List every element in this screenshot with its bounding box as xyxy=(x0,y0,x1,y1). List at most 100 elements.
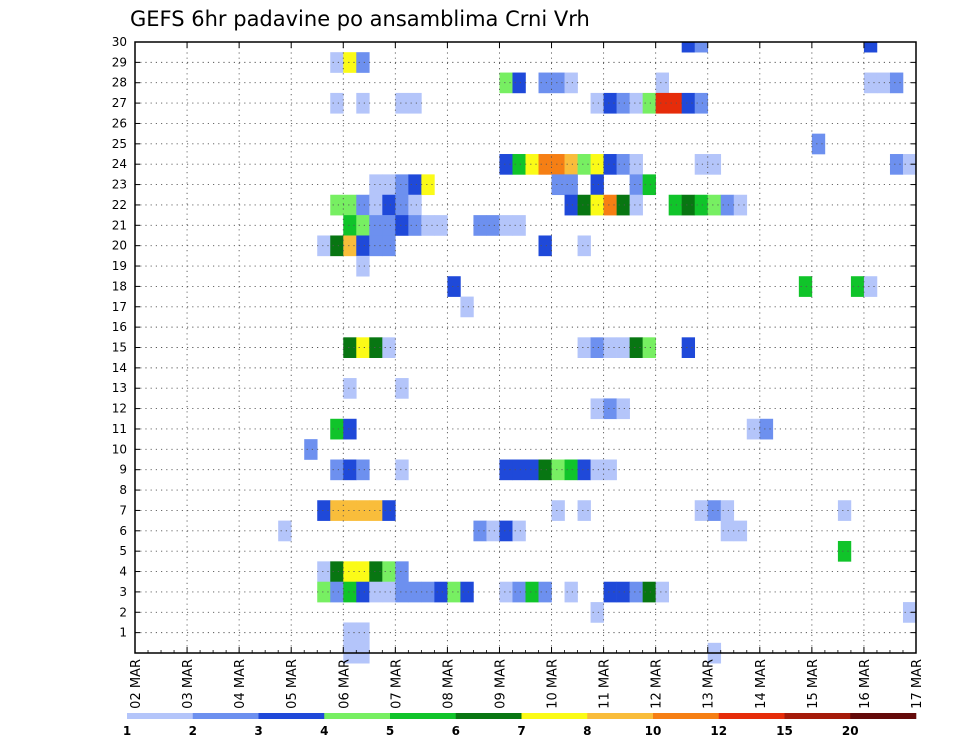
x-tick-label: 14 MAR xyxy=(754,659,769,709)
heatmap-cell xyxy=(356,255,370,277)
x-axis-ticks: 02 MAR 03 MAR 04 MAR 05 MAR 06 MAR 07 MAR 08 M… xyxy=(129,42,925,709)
heatmap-cell xyxy=(330,581,344,603)
heatmap-cell xyxy=(746,418,761,440)
colorbar: 1 2 3 4 5 6 7 8 10 12 15 20 xyxy=(123,713,917,738)
heatmap-cell xyxy=(499,154,513,175)
x-tick-label: 17 MAR xyxy=(910,659,925,709)
heatmap-cell xyxy=(707,154,722,175)
y-tick-label: 12 xyxy=(112,402,127,416)
heatmap-cell xyxy=(499,520,513,542)
heatmap-cell xyxy=(564,194,578,216)
heatmap-cell xyxy=(395,561,409,583)
y-tick-label: 17 xyxy=(112,300,127,314)
heatmap-cell xyxy=(603,459,617,481)
heatmap-cell xyxy=(512,215,526,236)
y-tick-label: 9 xyxy=(119,463,127,477)
heatmap-cell xyxy=(343,235,357,257)
heatmap-cell xyxy=(564,459,578,481)
colorbar-label: 3 xyxy=(254,724,262,738)
heatmap-cell xyxy=(681,42,696,53)
x-tick-label: 16 MAR xyxy=(858,659,873,709)
x-tick-label: 03 MAR xyxy=(181,659,196,709)
heatmap-cell xyxy=(304,439,318,460)
heatmap-cell xyxy=(343,52,357,73)
heatmap-cell xyxy=(343,337,357,358)
colorbar-swatch xyxy=(127,713,194,719)
heatmap-cell xyxy=(421,581,435,603)
y-tick-label: 20 xyxy=(112,239,127,253)
heatmap-cell xyxy=(681,92,696,114)
x-tick-label: 11 MAR xyxy=(598,659,613,709)
heatmap-cell xyxy=(395,215,409,236)
heatmap-cell xyxy=(720,500,735,521)
heatmap-cell xyxy=(642,337,656,358)
heatmap-cell xyxy=(655,581,669,603)
heatmap-cell xyxy=(421,215,435,236)
heatmap-cell xyxy=(473,520,487,542)
heatmap-cell xyxy=(629,174,643,196)
y-tick-label: 27 xyxy=(112,96,127,110)
y-tick-label: 15 xyxy=(112,341,127,355)
heatmap-cell xyxy=(577,194,591,216)
heatmap-cell xyxy=(408,215,422,236)
heatmap-cell xyxy=(902,602,917,623)
heatmap-cell xyxy=(733,520,748,542)
heatmap-cell xyxy=(434,581,448,603)
heatmap-cell xyxy=(694,42,709,53)
heatmap-cell xyxy=(369,500,383,521)
y-tick-label: 24 xyxy=(112,157,127,171)
y-tick-label: 11 xyxy=(112,422,127,436)
heatmap-cell xyxy=(642,174,656,196)
heatmap-cell xyxy=(798,276,813,297)
heatmap-cell xyxy=(330,561,344,583)
x-tick-label: 13 MAR xyxy=(702,659,717,709)
y-tick-label: 13 xyxy=(112,381,127,395)
heatmap-cell xyxy=(538,72,552,94)
y-tick-label: 30 xyxy=(112,35,127,49)
heatmap-cell xyxy=(421,174,435,196)
y-tick-label: 3 xyxy=(119,585,127,599)
y-tick-label: 8 xyxy=(119,483,127,497)
y-tick-label: 18 xyxy=(112,279,127,293)
heatmap-cell xyxy=(395,581,409,603)
heatmap-cell xyxy=(590,92,604,114)
heatmap-cell xyxy=(681,337,696,358)
heatmap-cell xyxy=(369,174,383,196)
heatmap-cell xyxy=(317,561,331,583)
heatmap-cell xyxy=(642,92,656,114)
heatmap-cell xyxy=(486,520,500,542)
heatmap-cell xyxy=(434,215,448,236)
y-tick-label: 28 xyxy=(112,76,127,90)
colorbar-label: 8 xyxy=(583,724,591,738)
y-tick-label: 6 xyxy=(119,524,127,538)
heatmap-cell xyxy=(538,581,552,603)
heatmap-cell xyxy=(369,235,383,257)
heatmap-cell xyxy=(538,154,552,175)
heatmap-cell xyxy=(629,337,643,358)
heatmap-cell xyxy=(603,398,617,420)
y-tick-label: 2 xyxy=(119,605,127,619)
heatmap-cell xyxy=(330,194,344,216)
heatmap-cell xyxy=(447,581,461,603)
heatmap-cell xyxy=(460,296,474,318)
colorbar-label: 15 xyxy=(776,724,793,738)
heatmap-cell xyxy=(382,194,396,216)
heatmap-cell xyxy=(382,500,396,521)
heatmap-cell xyxy=(499,581,513,603)
heatmap-cell xyxy=(330,418,344,440)
heatmap-cell xyxy=(356,235,370,257)
heatmap-cell xyxy=(343,459,357,481)
x-tick-label: 12 MAR xyxy=(650,659,665,709)
heatmap-cell xyxy=(369,215,383,236)
colorbar-swatch xyxy=(784,713,851,719)
heatmap-cell xyxy=(278,520,292,542)
heatmap-cell xyxy=(356,92,370,114)
heatmap-cell xyxy=(863,276,878,297)
heatmap-cell xyxy=(902,154,917,175)
heatmap-cell xyxy=(811,133,826,155)
heatmap-cell xyxy=(395,174,409,196)
heatmap-cell xyxy=(616,337,630,358)
heatmap-cell xyxy=(616,581,630,603)
heatmap-cell xyxy=(499,459,513,481)
